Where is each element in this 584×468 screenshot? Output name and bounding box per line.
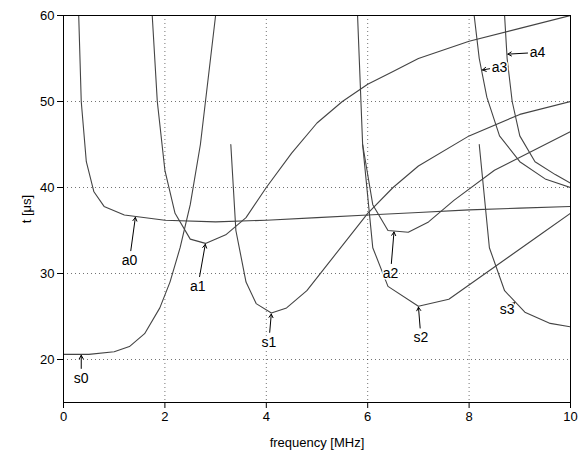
- svg-text:frequency [MHz]: frequency [MHz]: [270, 435, 365, 450]
- svg-text:s2: s2: [414, 329, 429, 345]
- svg-text:s0: s0: [74, 370, 89, 386]
- svg-text:10: 10: [563, 409, 577, 424]
- svg-text:2: 2: [161, 409, 168, 424]
- svg-text:a0: a0: [122, 252, 138, 268]
- svg-text:8: 8: [465, 409, 472, 424]
- svg-text:s3: s3: [500, 301, 515, 317]
- svg-text:40: 40: [40, 180, 54, 195]
- svg-text:30: 30: [40, 266, 54, 281]
- svg-text:s1: s1: [261, 334, 276, 350]
- svg-text:a1: a1: [190, 278, 206, 294]
- svg-text:50: 50: [40, 94, 54, 109]
- svg-text:0: 0: [60, 409, 67, 424]
- svg-text:60: 60: [40, 8, 54, 23]
- svg-text:20: 20: [40, 352, 54, 367]
- svg-text:a4: a4: [530, 44, 546, 60]
- svg-text:a2: a2: [383, 265, 399, 281]
- svg-text:a3: a3: [492, 59, 508, 75]
- svg-text:t [μs]: t [μs]: [19, 195, 34, 223]
- svg-text:4: 4: [263, 409, 270, 424]
- svg-text:6: 6: [364, 409, 371, 424]
